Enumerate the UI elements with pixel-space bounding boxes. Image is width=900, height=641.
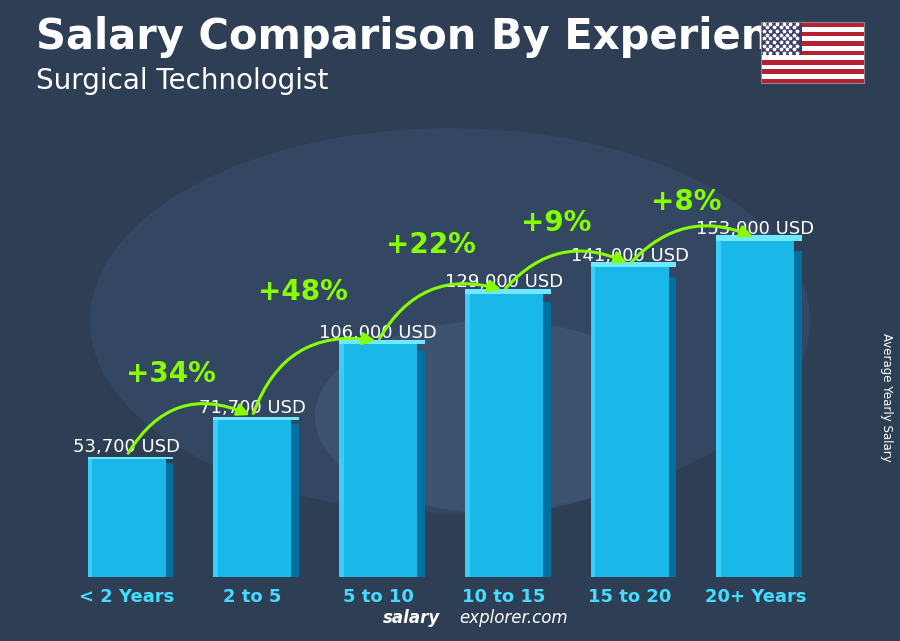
Text: 153,000 USD: 153,000 USD	[697, 221, 814, 238]
Text: Salary Comparison By Experience: Salary Comparison By Experience	[36, 16, 824, 58]
Bar	[87, 457, 174, 459]
Bar	[760, 79, 864, 83]
Bar	[795, 251, 802, 577]
Bar	[760, 22, 802, 55]
Text: explorer.com: explorer.com	[459, 609, 568, 627]
Text: +8%: +8%	[651, 188, 722, 216]
Text: 106,000 USD: 106,000 USD	[320, 324, 437, 342]
Text: +9%: +9%	[521, 209, 592, 237]
Bar	[465, 294, 543, 577]
Ellipse shape	[90, 128, 810, 513]
Bar	[339, 344, 344, 577]
Bar	[760, 41, 864, 46]
Bar	[760, 46, 864, 51]
Bar	[716, 235, 802, 241]
Bar	[760, 74, 864, 79]
Text: 141,000 USD: 141,000 USD	[571, 247, 688, 265]
Text: Average Yearly Salary: Average Yearly Salary	[880, 333, 893, 462]
Text: +22%: +22%	[386, 231, 476, 258]
Bar	[465, 294, 470, 577]
Text: 71,700 USD: 71,700 USD	[199, 399, 306, 417]
Bar	[339, 344, 417, 577]
Text: 53,700 USD: 53,700 USD	[73, 438, 180, 456]
Bar	[213, 420, 218, 577]
Text: salary: salary	[382, 609, 440, 627]
Bar	[543, 303, 551, 577]
Bar	[166, 463, 174, 577]
Bar	[760, 65, 864, 69]
Text: Surgical Technologist: Surgical Technologist	[36, 67, 328, 96]
Bar	[760, 60, 864, 65]
Text: +48%: +48%	[257, 278, 347, 306]
Bar	[760, 69, 864, 74]
Bar	[590, 262, 676, 267]
Bar	[465, 288, 551, 294]
Bar	[87, 459, 93, 577]
Bar	[213, 417, 299, 420]
Bar	[590, 267, 595, 577]
Text: 129,000 USD: 129,000 USD	[445, 273, 562, 291]
Ellipse shape	[315, 320, 675, 513]
Bar	[716, 241, 795, 577]
Bar	[760, 32, 864, 37]
Bar	[716, 241, 721, 577]
Bar	[760, 55, 864, 60]
Bar	[760, 27, 864, 32]
Text: +34%: +34%	[126, 360, 216, 388]
Bar	[213, 420, 292, 577]
Bar	[292, 424, 299, 577]
Bar	[87, 459, 166, 577]
Bar	[339, 340, 425, 344]
Bar	[760, 51, 864, 55]
Bar	[590, 267, 669, 577]
Bar	[417, 351, 425, 577]
Bar	[760, 37, 864, 41]
Bar	[760, 22, 864, 27]
Bar	[669, 277, 676, 577]
